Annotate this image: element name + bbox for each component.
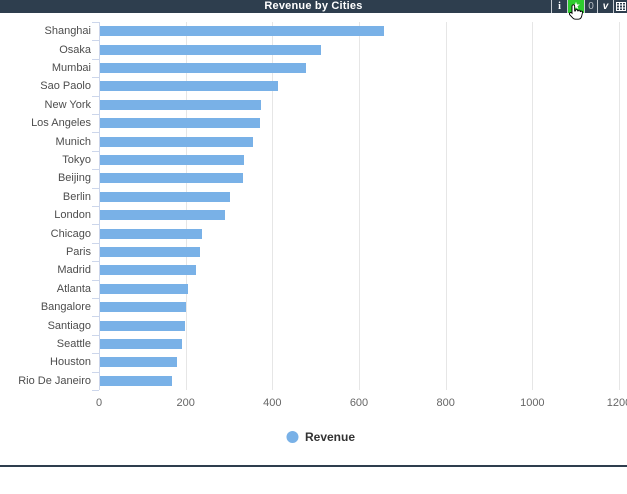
gridline-x-400 xyxy=(272,22,274,390)
category-label-london: London xyxy=(54,209,91,222)
bar-paris[interactable] xyxy=(100,247,201,257)
y-axis-tick xyxy=(92,279,99,281)
plot-area: 0 200 400 600 800 1000 1200 Shanghai Osaka Mumbai… xyxy=(18,22,627,409)
bar-santiago[interactable] xyxy=(100,320,185,331)
star-icon: ★ xyxy=(571,1,581,12)
category-label-rio-de-janeiro: Rio De Janeiro xyxy=(18,374,91,387)
x-axis-tick-label: 600 xyxy=(349,397,369,409)
category-label-santiago: Santiago xyxy=(47,319,91,332)
x-axis-tick-label: 400 xyxy=(263,397,282,409)
info-button[interactable]: i xyxy=(551,0,567,13)
version-button[interactable]: v xyxy=(597,0,613,13)
gridline-x-600 xyxy=(359,22,360,390)
bar-munich[interactable] xyxy=(100,136,254,147)
category-label-los-angeles: Los Angeles xyxy=(31,117,91,130)
bar-rio-de-janeiro[interactable] xyxy=(100,375,173,386)
bar-sao-paolo[interactable] xyxy=(100,81,278,92)
bar-beijing[interactable] xyxy=(100,173,243,184)
y-axis-tick xyxy=(92,371,99,373)
category-label-new-york: New York xyxy=(44,98,91,111)
gridline-x-800 xyxy=(445,22,447,390)
y-axis-tick xyxy=(92,298,99,299)
bar-berlin[interactable] xyxy=(100,191,231,202)
y-axis-tick xyxy=(92,353,99,355)
info-icon: i xyxy=(558,1,561,12)
x-axis-tick-label: 1200 xyxy=(606,397,627,409)
gridline-x-1000 xyxy=(532,22,534,390)
y-axis-tick xyxy=(92,40,99,42)
category-label-shanghai: Shanghai xyxy=(44,25,92,38)
x-axis-tick-label: 800 xyxy=(436,397,455,409)
count-badge: 0 xyxy=(584,0,597,13)
bar-atlanta[interactable] xyxy=(100,283,189,294)
bar-houston[interactable] xyxy=(100,357,177,368)
chart-title: Revenue by Cities xyxy=(264,0,363,12)
bar-chicago[interactable] xyxy=(100,228,203,239)
gridline-x-1200 xyxy=(619,22,620,390)
y-axis-tick xyxy=(92,316,99,318)
count-value: 0 xyxy=(588,1,594,12)
legend-marker-icon xyxy=(285,431,298,443)
y-axis-tick xyxy=(92,95,99,97)
y-axis-tick xyxy=(92,334,99,336)
x-axis-tick-label: 200 xyxy=(176,397,195,409)
category-label-sao-paolo: Sao Paolo xyxy=(40,80,91,93)
bar-london[interactable] xyxy=(100,210,225,221)
widget-header: Revenue by Cities i ★ 0 v xyxy=(0,0,627,13)
bar-mumbai[interactable] xyxy=(100,63,306,73)
category-label-osaka: Osaka xyxy=(59,43,91,56)
widget-toolbar: i ★ 0 v xyxy=(551,0,627,13)
y-axis-tick xyxy=(92,224,99,226)
category-label-beijing: Beijing xyxy=(57,172,91,185)
x-axis-tick-label: 1000 xyxy=(520,397,545,409)
bar-new-york[interactable] xyxy=(100,99,262,110)
bar-bangalore[interactable] xyxy=(100,302,186,313)
category-label-chicago: Chicago xyxy=(50,227,91,240)
y-axis-tick xyxy=(92,132,99,134)
y-axis-tick xyxy=(92,242,99,244)
category-label-tokyo: Tokyo xyxy=(62,154,91,166)
v-icon: v xyxy=(602,1,609,12)
bar-madrid[interactable] xyxy=(100,265,197,276)
category-label-atlanta: Atlanta xyxy=(56,282,91,295)
y-axis-tick xyxy=(92,390,99,391)
bar-shanghai[interactable] xyxy=(100,26,384,37)
y-axis-tick xyxy=(92,114,99,115)
y-axis-tick xyxy=(92,206,99,207)
y-axis-tick xyxy=(92,187,99,189)
legend-label: Revenue xyxy=(304,430,356,444)
category-label-munich: Munich xyxy=(55,135,91,148)
legend[interactable]: Revenue xyxy=(285,430,356,444)
category-label-seattle: Seattle xyxy=(56,338,91,350)
y-axis-tick xyxy=(92,58,99,60)
category-label-houston: Houston xyxy=(50,356,91,369)
y-axis-tick xyxy=(92,77,99,79)
category-label-bangalore: Bangalore xyxy=(40,301,91,314)
category-label-paris: Paris xyxy=(65,246,91,258)
y-axis-tick xyxy=(92,169,99,171)
y-axis-tick xyxy=(92,150,99,152)
x-axis-tick-label: 0 xyxy=(95,397,103,409)
data-table-button[interactable] xyxy=(613,0,627,13)
category-label-mumbai: Mumbai xyxy=(51,62,91,74)
y-axis-line xyxy=(99,22,100,390)
table-grid-icon xyxy=(615,2,626,11)
y-axis-tick xyxy=(92,261,99,263)
bar-los-angeles[interactable] xyxy=(100,118,261,129)
bottom-divider xyxy=(0,465,627,467)
favorite-button[interactable]: ★ xyxy=(567,0,584,13)
bar-seattle[interactable] xyxy=(100,339,182,349)
gridline-x-200 xyxy=(185,22,187,390)
y-axis-tick xyxy=(92,22,99,23)
bar-tokyo[interactable] xyxy=(100,155,245,165)
category-label-berlin: Berlin xyxy=(62,190,91,203)
category-label-madrid: Madrid xyxy=(57,264,91,277)
bar-osaka[interactable] xyxy=(100,44,321,55)
